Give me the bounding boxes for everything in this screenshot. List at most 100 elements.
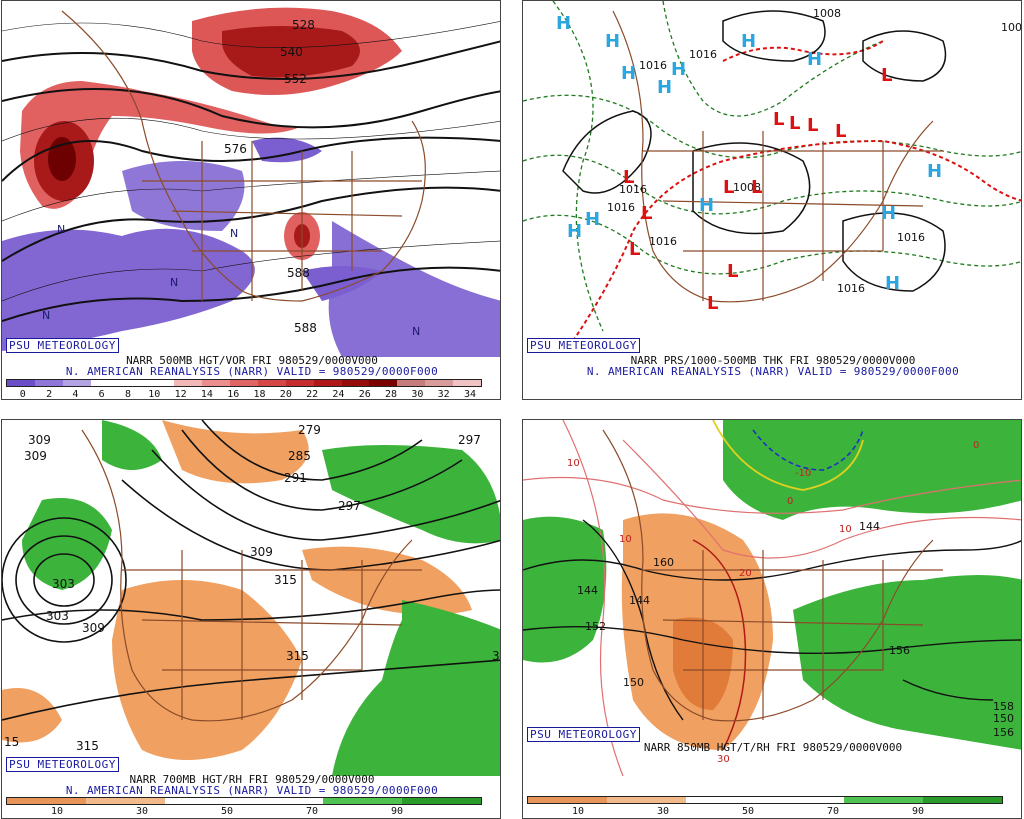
colorbar-ticks: 0 2 4 6 8 10 12 14 16 18 20 22 24 26 28 30 32 34 (2, 389, 500, 400)
high-pressure-marker: H (699, 195, 714, 216)
contour-label: 552 (284, 72, 307, 86)
colorbar-tick-label: 18 (253, 389, 266, 400)
panel-caption: NARR PRS/1000-500MB THK FRI 980529/0000V… (630, 354, 916, 367)
high-pressure-marker: H (807, 49, 822, 70)
vort-min-label: N (170, 276, 178, 289)
colorbar-swatch (146, 380, 175, 386)
colorbar-tick-label: 10 (148, 389, 161, 400)
low-pressure-marker: L (629, 239, 640, 260)
temp-label: 10 (567, 458, 580, 469)
high-pressure-marker: H (556, 13, 571, 34)
contour-label: 160 (653, 556, 674, 569)
colorbar-ticks: 10 30 50 70 90 (523, 806, 1021, 818)
contour-label: 279 (298, 423, 321, 437)
contour-label: 528 (292, 18, 315, 32)
panel-caption: NARR 500MB HGT/VOR FRI 980529/0000V000 (126, 354, 378, 367)
colorbar-swatch (323, 798, 402, 804)
contour-label: 3 (492, 649, 500, 663)
contour-label: 15 (4, 735, 19, 749)
colorbar-tick-label: 10 (571, 806, 585, 817)
panel-valid-caption: N. AMERICAN REANALYSIS (NARR) VALID = 98… (65, 365, 439, 378)
vort-min-label: N (57, 223, 65, 236)
contour-label: 315 (76, 739, 99, 753)
colorbar-swatch (686, 797, 765, 803)
colorbar-swatch (402, 798, 481, 804)
low-pressure-marker: L (623, 167, 634, 188)
colorbar-tick-label: 70 (305, 806, 319, 817)
colorbar-tick-label: 34 (463, 389, 476, 400)
panel-700mb-rh: 309 309 279 285 291 297 297 303 303 309 … (1, 419, 501, 819)
contour-label: 309 (250, 545, 273, 559)
vorticity-map: 528 540 552 576 588 588 N N N N N (2, 1, 500, 357)
contour-label: 152 (585, 620, 606, 633)
contour-label: 291 (284, 471, 307, 485)
panel-caption: NARR 850MB HGT/T/RH FRI 980529/0000V000 (643, 741, 903, 754)
isobar-label: 1016 (897, 231, 925, 244)
colorbar-tick-label: 26 (358, 389, 371, 400)
panel-valid-caption: N. AMERICAN REANALYSIS (NARR) VALID = 98… (65, 784, 439, 797)
temp-label: 0 (973, 440, 979, 451)
low-pressure-marker: L (723, 177, 734, 198)
isobar-label: 1016 (607, 201, 635, 214)
colorbar-tick-label: 20 (279, 389, 292, 400)
colorbar-tick-label: 50 (220, 806, 234, 817)
colorbar-tick-label: 28 (385, 389, 398, 400)
high-pressure-marker: H (657, 77, 672, 98)
colorbar-swatch (7, 380, 35, 386)
contour-label: 158 (993, 700, 1014, 713)
contour-label: 144 (859, 520, 880, 533)
colorbar-tick-label: 30 (656, 806, 670, 817)
low-pressure-marker: L (881, 65, 892, 86)
colorbar-swatch (257, 380, 286, 386)
colorbar-tick-label: 2 (46, 389, 53, 400)
contour-label: 144 (577, 584, 598, 597)
low-pressure-marker: L (807, 115, 818, 136)
colorbar-swatch (34, 380, 63, 386)
colorbar-tick-label: 0 (19, 389, 26, 400)
colorbar-swatch (369, 380, 398, 386)
temp-label: 0 (787, 496, 793, 507)
colorbar-swatch (844, 797, 923, 803)
temp-label: 10 (839, 524, 852, 535)
low-pressure-marker: L (641, 203, 652, 224)
colorbar-tick-label: 10 (50, 806, 64, 817)
colorbar-swatch (313, 380, 342, 386)
psu-meteorology-badge: PSU METEOROLOGY (6, 338, 119, 353)
high-pressure-marker: H (621, 63, 636, 84)
contour-label: 540 (280, 45, 303, 59)
vort-min-label: N (230, 227, 238, 240)
colorbar-swatch (528, 797, 607, 803)
colorbar-tick-label: 30 (411, 389, 424, 400)
colorbar-swatch (86, 798, 165, 804)
high-pressure-marker: H (881, 203, 896, 224)
vort-min-label: N (412, 325, 420, 338)
colorbar-swatch (285, 380, 314, 386)
colorbar-swatch (165, 798, 244, 804)
high-pressure-marker: H (585, 209, 600, 230)
panel-caption: NARR 700MB HGT/RH FRI 980529/0000V000 (129, 773, 375, 786)
isobar-label: 1016 (689, 48, 717, 61)
low-pressure-marker: L (727, 261, 738, 282)
colorbar-tick-label: 50 (741, 806, 755, 817)
colorbar-swatch (230, 380, 258, 386)
contour-label: 303 (46, 609, 69, 623)
contour-label: 309 (24, 449, 47, 463)
contour-label: 297 (338, 499, 361, 513)
colorbar-swatch (425, 380, 453, 386)
high-pressure-marker: H (885, 273, 900, 294)
colorbar-tick-label: 22 (306, 389, 319, 400)
colorbar-swatch (607, 797, 686, 803)
colorbar (6, 379, 482, 387)
colorbar-swatch (174, 380, 203, 386)
colorbar-swatch (244, 798, 323, 804)
contour-label: 297 (458, 433, 481, 447)
psu-meteorology-badge: PSU METEOROLOGY (6, 757, 119, 772)
contour-label: 588 (287, 266, 310, 280)
colorbar-tick-label: 90 (390, 806, 404, 817)
colorbar-swatch (90, 380, 119, 386)
contour-label: 156 (993, 726, 1014, 739)
contour-label: 309 (28, 433, 51, 447)
contour-label: 285 (288, 449, 311, 463)
colorbar-tick-label: 30 (135, 806, 149, 817)
temp-label: 20 (739, 568, 752, 579)
